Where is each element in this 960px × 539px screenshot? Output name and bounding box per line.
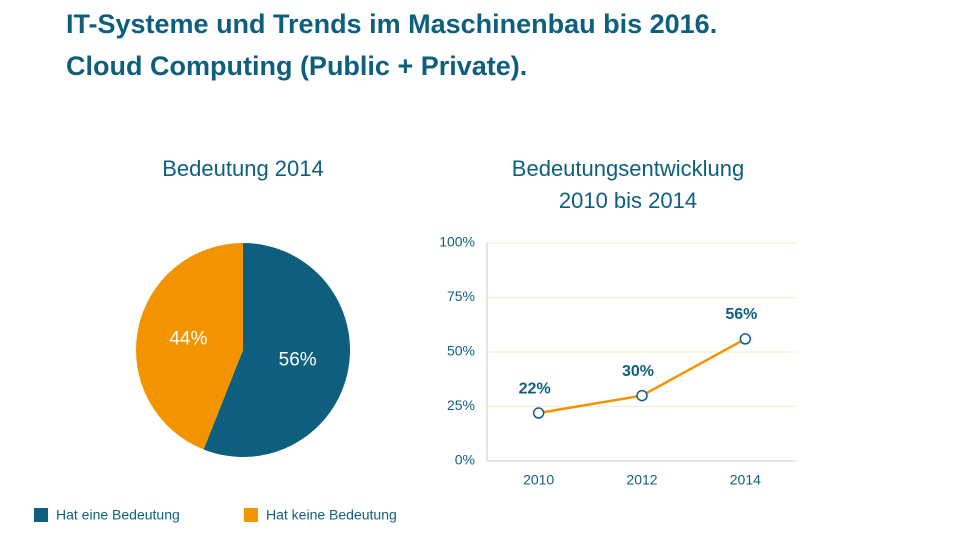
y-tick-label: 75% — [447, 288, 475, 304]
data-label: 22% — [519, 380, 551, 397]
y-tick-label: 25% — [447, 397, 475, 413]
y-tick-label: 100% — [439, 234, 475, 250]
pie-slice — [136, 243, 243, 450]
chart-title: 2010 bis 2014 — [559, 188, 697, 213]
legend-label: Hat eine Bedeutung — [56, 507, 180, 523]
chart-title: Bedeutungsentwicklung — [512, 156, 744, 181]
x-tick-label: 2012 — [626, 472, 657, 488]
legend-swatch — [244, 508, 258, 522]
point — [532, 407, 545, 419]
data-label: 56% — [725, 306, 757, 323]
point — [636, 389, 648, 402]
data-label: 44% — [169, 329, 207, 350]
x-tick-label: 2010 — [523, 472, 554, 488]
slide-title: IT-Systeme und Trends im Maschinenbau bi… — [66, 9, 717, 39]
data-label: 56% — [279, 349, 317, 370]
legend-swatch — [34, 508, 48, 522]
slide-subtitle: Cloud Computing (Public + Private). — [66, 51, 527, 81]
x-tick-label: 2014 — [730, 472, 761, 488]
pie-slice — [203, 243, 351, 457]
data-label: 30% — [622, 363, 654, 380]
y-tick-label: 50% — [447, 343, 475, 359]
point — [739, 333, 752, 345]
chart-title: Bedeutung 2014 — [162, 156, 324, 181]
y-tick-label: 0% — [455, 452, 475, 468]
legend-label: Hat keine Bedeutung — [266, 507, 397, 523]
